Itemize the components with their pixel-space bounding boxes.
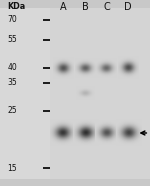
Text: B: B xyxy=(82,1,89,12)
FancyBboxPatch shape xyxy=(50,8,150,179)
Text: 55: 55 xyxy=(8,36,17,44)
FancyBboxPatch shape xyxy=(0,8,50,179)
Text: 25: 25 xyxy=(8,106,17,115)
Text: A: A xyxy=(60,1,66,12)
Text: 15: 15 xyxy=(8,164,17,173)
Text: 35: 35 xyxy=(8,78,17,87)
Text: 40: 40 xyxy=(8,63,17,72)
Text: D: D xyxy=(124,1,132,12)
Text: C: C xyxy=(103,1,110,12)
Text: 70: 70 xyxy=(8,15,17,24)
Text: KDa: KDa xyxy=(8,2,26,11)
